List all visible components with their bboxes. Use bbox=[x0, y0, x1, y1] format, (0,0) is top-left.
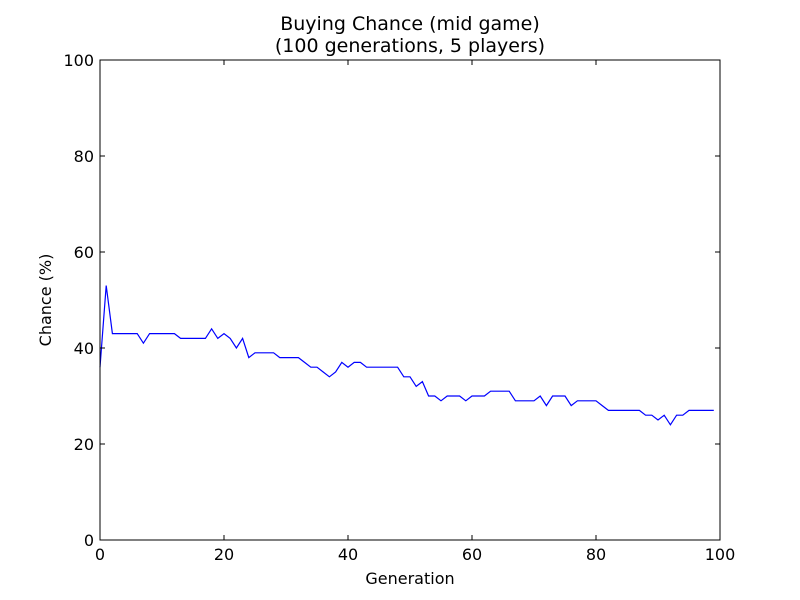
y-tick-label: 0 bbox=[84, 531, 94, 550]
x-tick-label: 60 bbox=[462, 545, 482, 564]
x-axis-label: Generation bbox=[365, 569, 454, 588]
x-axis-ticks: 0 20 40 60 80 100 bbox=[95, 60, 735, 564]
chart-title: Buying Chance (mid game) bbox=[280, 13, 540, 35]
y-tick-label: 20 bbox=[74, 435, 94, 454]
x-tick-label: 80 bbox=[586, 545, 606, 564]
y-axis-ticks: 0 20 40 60 80 100 bbox=[63, 51, 720, 550]
y-axis-label: Chance (%) bbox=[36, 254, 55, 347]
chart-subtitle: (100 generations, 5 players) bbox=[275, 35, 545, 57]
x-tick-label: 20 bbox=[214, 545, 234, 564]
y-tick-label: 60 bbox=[74, 243, 94, 262]
y-tick-label: 80 bbox=[74, 147, 94, 166]
x-tick-label: 0 bbox=[95, 545, 105, 564]
plot-area bbox=[99, 59, 721, 541]
x-tick-label: 40 bbox=[338, 545, 358, 564]
series-line bbox=[99, 285, 714, 426]
x-tick-label: 100 bbox=[705, 545, 736, 564]
y-tick-label: 100 bbox=[63, 51, 94, 70]
plot-frame bbox=[99, 59, 721, 541]
y-tick-label: 40 bbox=[74, 339, 94, 358]
